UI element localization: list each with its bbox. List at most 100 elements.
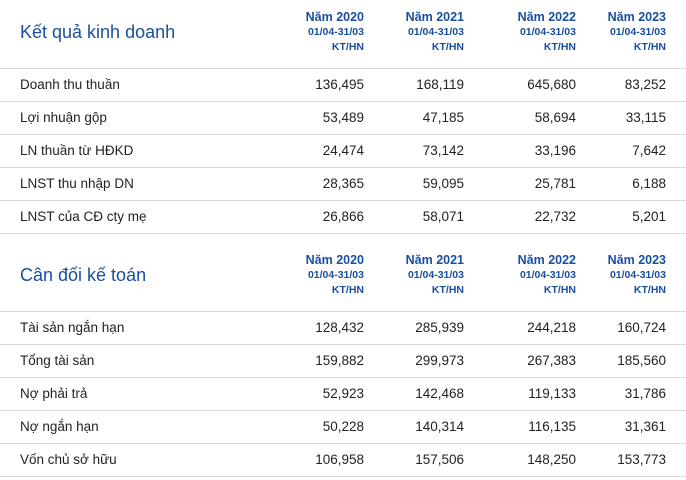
cell-value: 53,489 bbox=[322, 110, 364, 125]
cell-value: 116,135 bbox=[528, 419, 576, 434]
table-row: Tài sản ngắn hạn 128,432 285,939 244,218… bbox=[0, 312, 686, 345]
column-period: 01/04-31/03 bbox=[609, 269, 666, 281]
cell-value: 157,506 bbox=[415, 452, 464, 467]
row-label: LNST thu nhập DN bbox=[20, 176, 134, 191]
column-type: KT/HN bbox=[331, 284, 364, 296]
balance-sheet-header: Cân đối kế toán Năm 2020 01/04-31/03 KT/… bbox=[0, 243, 686, 311]
balance-sheet-title: Cân đối kế toán bbox=[20, 265, 147, 285]
cell-value: 299,973 bbox=[415, 353, 464, 368]
income-statement-header: Kết quả kinh doanh Năm 2020 01/04-31/03 … bbox=[0, 0, 686, 68]
column-period: 01/04-31/03 bbox=[307, 26, 364, 38]
column-year: Năm 2023 bbox=[607, 253, 666, 267]
column-header-2022: Năm 2022 01/04-31/03 KT/HN bbox=[466, 253, 576, 298]
cell-value: 73,142 bbox=[422, 143, 464, 158]
cell-value: 285,939 bbox=[415, 320, 464, 335]
cell-value: 7,642 bbox=[632, 143, 666, 158]
column-period: 01/04-31/03 bbox=[407, 269, 464, 281]
row-label: Tài sản ngắn hạn bbox=[20, 320, 125, 335]
table-row: Lợi nhuận gộp 53,489 47,185 58,694 33,11… bbox=[0, 102, 686, 135]
row-label: Nợ ngắn hạn bbox=[20, 419, 99, 434]
row-label: LNST của CĐ cty mẹ bbox=[20, 209, 147, 224]
cell-value: 142,468 bbox=[415, 386, 464, 401]
cell-value: 159,882 bbox=[315, 353, 364, 368]
column-year: Năm 2020 bbox=[305, 10, 364, 24]
table-row: Tổng tài sản 159,882 299,973 267,383 185… bbox=[0, 345, 686, 378]
column-period: 01/04-31/03 bbox=[307, 269, 364, 281]
cell-value: 140,314 bbox=[415, 419, 464, 434]
cell-value: 136,495 bbox=[315, 77, 364, 92]
column-header-2021: Năm 2021 01/04-31/03 KT/HN bbox=[354, 10, 464, 55]
cell-value: 25,781 bbox=[534, 176, 576, 191]
column-header-2020: Năm 2020 01/04-31/03 KT/HN bbox=[254, 10, 364, 55]
cell-value: 244,218 bbox=[527, 320, 576, 335]
income-statement-section: Kết quả kinh doanh Năm 2020 01/04-31/03 … bbox=[0, 0, 686, 234]
row-label: Nợ phải trả bbox=[20, 386, 88, 401]
cell-value: 160,724 bbox=[617, 320, 666, 335]
cell-value: 28,365 bbox=[322, 176, 364, 191]
column-header-2022: Năm 2022 01/04-31/03 KT/HN bbox=[466, 10, 576, 55]
column-type: KT/HN bbox=[633, 284, 666, 296]
row-label: Tổng tài sản bbox=[20, 353, 95, 368]
cell-value: 267,383 bbox=[527, 353, 576, 368]
column-period: 01/04-31/03 bbox=[519, 269, 576, 281]
cell-value: 47,185 bbox=[422, 110, 464, 125]
column-header-2023: Năm 2023 01/04-31/03 KT/HN bbox=[556, 10, 666, 55]
column-header-2021: Năm 2021 01/04-31/03 KT/HN bbox=[354, 253, 464, 298]
column-year: Năm 2022 bbox=[517, 253, 576, 267]
cell-value: 58,694 bbox=[534, 110, 576, 125]
table-row: Doanh thu thuần 136,495 168,119 645,680 … bbox=[0, 69, 686, 102]
cell-value: 645,680 bbox=[527, 77, 576, 92]
cell-value: 52,923 bbox=[322, 386, 364, 401]
income-statement-table: Doanh thu thuần 136,495 168,119 645,680 … bbox=[0, 68, 686, 234]
column-year: Năm 2023 bbox=[607, 10, 666, 24]
cell-value: 31,361 bbox=[624, 419, 666, 434]
cell-value: 24,474 bbox=[322, 143, 364, 158]
cell-value: 33,196 bbox=[534, 143, 576, 158]
cell-value: 50,228 bbox=[322, 419, 364, 434]
table-row: Nợ ngắn hạn 50,228 140,314 116,135 31,36… bbox=[0, 411, 686, 444]
column-year: Năm 2022 bbox=[517, 10, 576, 24]
column-period: 01/04-31/03 bbox=[609, 26, 666, 38]
cell-value: 168,119 bbox=[416, 77, 464, 92]
cell-value: 119,133 bbox=[528, 386, 576, 401]
column-type: KT/HN bbox=[543, 284, 576, 296]
row-label: Doanh thu thuần bbox=[20, 77, 120, 92]
cell-value: 83,252 bbox=[624, 77, 666, 92]
column-type: KT/HN bbox=[431, 41, 464, 53]
column-type: KT/HN bbox=[633, 41, 666, 53]
table-row: Nợ phải trả 52,923 142,468 119,133 31,78… bbox=[0, 378, 686, 411]
column-year: Năm 2020 bbox=[305, 253, 364, 267]
table-row: LNST của CĐ cty mẹ 26,866 58,071 22,732 … bbox=[0, 201, 686, 234]
cell-value: 185,560 bbox=[617, 353, 666, 368]
cell-value: 106,958 bbox=[315, 452, 364, 467]
cell-value: 5,201 bbox=[632, 209, 666, 224]
balance-sheet-section: Cân đối kế toán Năm 2020 01/04-31/03 KT/… bbox=[0, 243, 686, 477]
column-year: Năm 2021 bbox=[405, 10, 464, 24]
table-row: Vốn chủ sở hữu 106,958 157,506 148,250 1… bbox=[0, 444, 686, 477]
balance-sheet-table: Tài sản ngắn hạn 128,432 285,939 244,218… bbox=[0, 311, 686, 477]
column-header-2020: Năm 2020 01/04-31/03 KT/HN bbox=[254, 253, 364, 298]
income-statement-title: Kết quả kinh doanh bbox=[20, 22, 176, 42]
column-period: 01/04-31/03 bbox=[519, 26, 576, 38]
column-period: 01/04-31/03 bbox=[407, 26, 464, 38]
cell-value: 22,732 bbox=[534, 209, 576, 224]
cell-value: 33,115 bbox=[625, 110, 666, 125]
column-type: KT/HN bbox=[431, 284, 464, 296]
row-label: Vốn chủ sở hữu bbox=[20, 452, 117, 467]
cell-value: 6,188 bbox=[632, 176, 666, 191]
column-type: KT/HN bbox=[543, 41, 576, 53]
table-row: LN thuần từ HĐKD 24,474 73,142 33,196 7,… bbox=[0, 135, 686, 168]
cell-value: 31,786 bbox=[624, 386, 666, 401]
column-type: KT/HN bbox=[331, 41, 364, 53]
column-year: Năm 2021 bbox=[405, 253, 464, 267]
cell-value: 148,250 bbox=[527, 452, 576, 467]
cell-value: 59,095 bbox=[422, 176, 464, 191]
cell-value: 58,071 bbox=[422, 209, 464, 224]
cell-value: 128,432 bbox=[315, 320, 364, 335]
table-row: LNST thu nhập DN 28,365 59,095 25,781 6,… bbox=[0, 168, 686, 201]
cell-value: 26,866 bbox=[322, 209, 364, 224]
cell-value: 153,773 bbox=[617, 452, 666, 467]
row-label: LN thuần từ HĐKD bbox=[20, 143, 134, 158]
row-label: Lợi nhuận gộp bbox=[20, 110, 107, 125]
